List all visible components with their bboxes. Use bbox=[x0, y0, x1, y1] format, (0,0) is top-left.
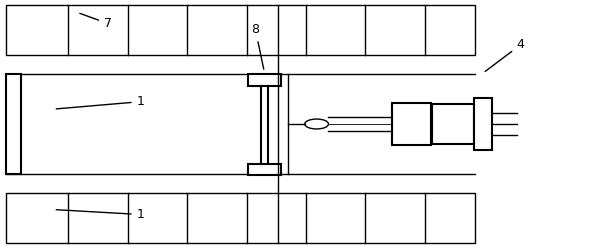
Text: 8: 8 bbox=[251, 23, 264, 69]
Bar bbox=[474, 98, 492, 150]
Text: 7: 7 bbox=[80, 13, 112, 30]
Bar bbox=[392, 103, 431, 145]
Bar bbox=[432, 104, 474, 144]
Text: 1: 1 bbox=[56, 95, 144, 109]
Bar bbox=[248, 74, 280, 86]
Bar bbox=[6, 193, 475, 243]
Bar bbox=[6, 74, 21, 174]
Text: 1: 1 bbox=[56, 208, 144, 221]
Bar bbox=[6, 5, 475, 55]
Text: 4: 4 bbox=[485, 38, 525, 71]
Bar bbox=[261, 86, 268, 164]
Bar bbox=[248, 164, 280, 175]
